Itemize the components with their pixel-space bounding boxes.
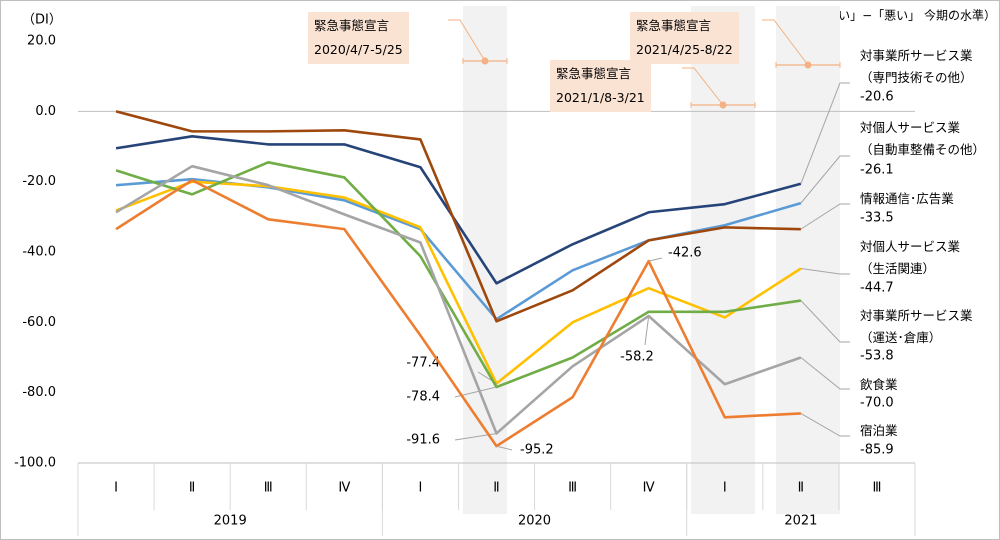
series-line [115,178,801,448]
year-label: 2019 [214,514,247,529]
annotation-leader [762,19,809,66]
data-label: -58.2 [620,350,654,365]
label-leader [800,268,850,275]
data-label: -77.4 [406,356,440,371]
x-tick-label: Ⅲ [568,481,577,496]
data-label: -85.9 [860,443,894,458]
note: （「良い」−「悪い」 今期の水準） [808,8,996,23]
legend-entry: 宿泊業 [860,423,898,438]
x-tick-label: Ⅳ [338,481,350,496]
shading-layer [463,6,840,514]
series-line [115,161,802,389]
series-line [115,135,802,285]
label-leader [800,357,850,390]
emergency-period [691,6,755,514]
annotation-title: 緊急事態宣言 [636,18,712,33]
annotation-period: 2020/4/7-5/25 [314,42,403,57]
period-marker [804,61,812,69]
label-leader [648,257,663,262]
series-line [115,180,802,385]
y-tick-label: 0.0 [35,104,56,119]
y-tick-label: -100.0 [14,456,56,471]
annotation-period: 2021/1/8-3/21 [556,90,645,105]
x-tick-label: Ⅲ [264,481,273,496]
data-label: -44.7 [860,281,894,296]
legend-entry: 対個人サービス業（生活関連） [860,239,961,276]
x-tick-label: Ⅱ [798,481,804,496]
emergency-period [776,6,840,514]
y-tick-label: -60.0 [22,315,56,330]
legend-entry: 対事業所サービス業（専門技術その他） [860,48,973,85]
period-marker [481,57,489,65]
x-tick-label: Ⅱ [493,481,499,496]
y-tick-label: -20.0 [22,174,56,189]
x-tick-label: Ⅰ [418,481,422,496]
annotation-title: 緊急事態宣言 [556,66,632,81]
data-label: -91.6 [406,433,440,448]
data-label: -33.5 [860,211,894,226]
annotation-box: 緊急事態宣言 2021/4/25-8/22 [630,12,739,64]
data-label: -78.4 [406,390,440,405]
annotation-box: 緊急事態宣言 2021/1/8-3/21 [550,60,651,112]
year-label: 2021 [784,514,817,529]
x-tick-label: Ⅳ [643,481,655,496]
year-label: 2020 [518,514,551,529]
annotation-title: 緊急事態宣言 [314,18,390,33]
annotation-period: 2021/4/25-8/22 [636,42,733,57]
y-tick-label: 20.0 [27,34,56,49]
legend-entry: 対個人サービス業（自動車整備その他） [860,120,986,157]
series-line [115,110,801,323]
label-leader [644,315,650,346]
y-tick-label: -80.0 [22,385,56,400]
label-leader [496,445,513,451]
y-axis-label: （DI） [22,13,62,28]
legend-entry: 対事業所サービス業（運送･倉庫） [860,308,973,345]
legend-entry: 情報通信･広告業 [860,191,954,206]
label-leader [800,203,850,230]
legend-entry: 飲食業 [860,377,898,392]
data-label: -53.8 [860,349,894,364]
annotation-leader [682,67,724,106]
data-label: -95.2 [520,443,554,458]
annotation-leader [448,19,486,62]
x-tick-label: Ⅱ [189,481,195,496]
label-leader [800,82,850,184]
data-label: -20.6 [860,90,894,105]
data-label: -26.1 [860,163,894,178]
data-label: -70.0 [860,396,894,411]
data-label: -42.6 [668,246,702,261]
period-marker [719,101,727,109]
x-tick-label: Ⅰ [723,481,727,496]
label-leader [800,155,850,204]
label-leader [800,412,850,437]
annotation-box: 緊急事態宣言 2020/4/7-5/25 [308,12,409,64]
series-line [115,164,802,435]
x-tick-label: Ⅲ [872,481,881,496]
x-tick-label: Ⅰ [114,481,118,496]
label-leader [800,300,850,343]
y-tick-label: -40.0 [22,245,56,260]
